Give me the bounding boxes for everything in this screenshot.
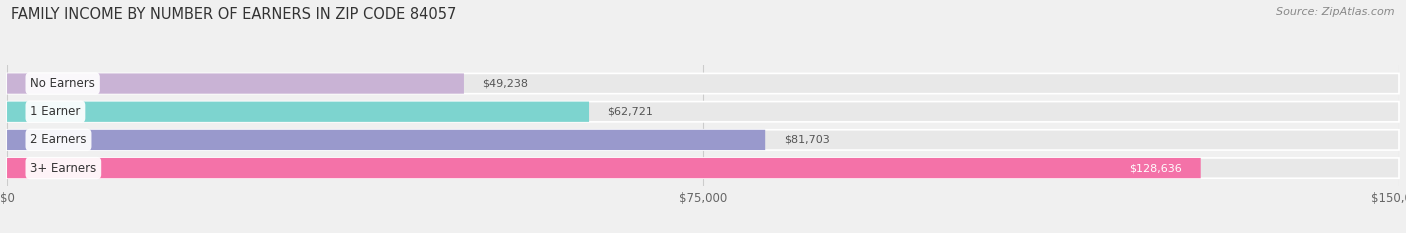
Text: $128,636: $128,636 [1129,163,1182,173]
Text: 1 Earner: 1 Earner [31,105,80,118]
Text: $81,703: $81,703 [783,135,830,145]
FancyBboxPatch shape [7,130,765,150]
FancyBboxPatch shape [7,102,589,122]
Text: No Earners: No Earners [31,77,96,90]
Text: 3+ Earners: 3+ Earners [31,161,97,175]
FancyBboxPatch shape [7,73,1399,94]
FancyBboxPatch shape [7,130,1399,150]
Text: Source: ZipAtlas.com: Source: ZipAtlas.com [1277,7,1395,17]
Text: $62,721: $62,721 [607,107,654,117]
Text: FAMILY INCOME BY NUMBER OF EARNERS IN ZIP CODE 84057: FAMILY INCOME BY NUMBER OF EARNERS IN ZI… [11,7,457,22]
FancyBboxPatch shape [7,73,464,94]
FancyBboxPatch shape [7,158,1201,178]
FancyBboxPatch shape [7,158,1399,178]
FancyBboxPatch shape [7,102,1399,122]
Text: $49,238: $49,238 [482,79,529,89]
Text: 2 Earners: 2 Earners [31,134,87,146]
